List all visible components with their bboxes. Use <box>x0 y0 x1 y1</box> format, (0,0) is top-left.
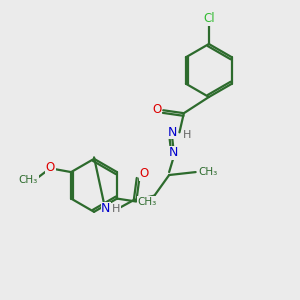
Text: CH₃: CH₃ <box>19 175 38 185</box>
Text: O: O <box>140 167 149 180</box>
Text: H: H <box>112 204 120 214</box>
Text: H: H <box>183 130 191 140</box>
Text: O: O <box>152 103 161 116</box>
Text: N: N <box>101 202 110 215</box>
Text: CH₃: CH₃ <box>138 196 157 206</box>
Text: Cl: Cl <box>204 13 215 26</box>
Text: N: N <box>167 126 177 139</box>
Text: N: N <box>169 146 178 159</box>
Text: O: O <box>46 161 55 174</box>
Text: CH₃: CH₃ <box>198 167 218 177</box>
